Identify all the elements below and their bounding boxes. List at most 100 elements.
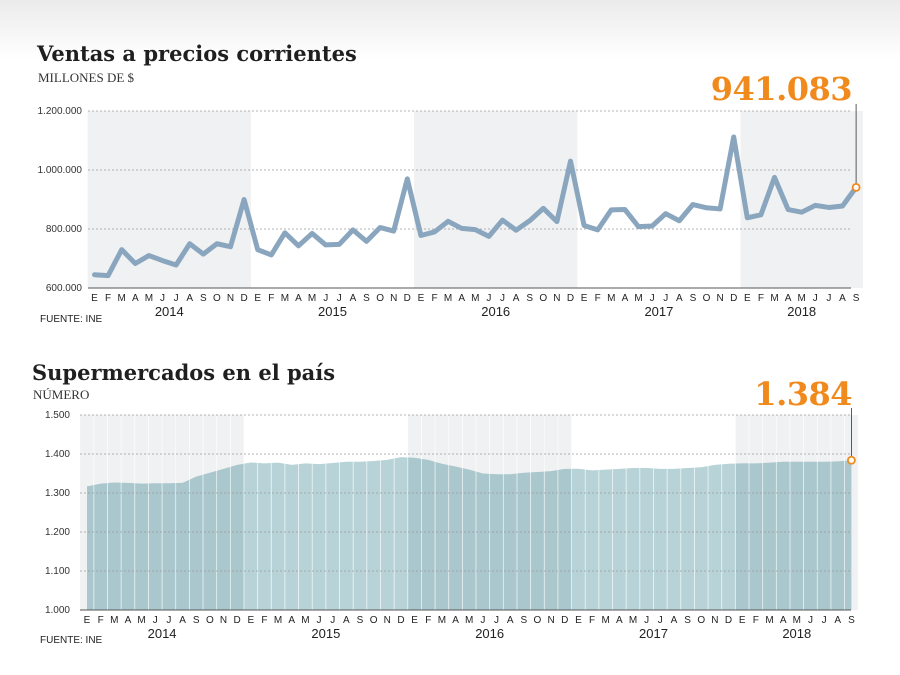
x-year-label: 2014 xyxy=(155,304,184,319)
x-month-label: A xyxy=(676,293,683,304)
area-segment xyxy=(571,463,750,610)
x-month-label: J xyxy=(826,293,831,304)
x-month-label: J xyxy=(822,615,827,626)
x-month-label: F xyxy=(758,293,764,304)
x-month-label: J xyxy=(323,293,328,304)
x-month-label: A xyxy=(125,615,132,626)
x-month-label: M xyxy=(765,615,773,626)
sales-series-line xyxy=(92,134,859,279)
x-month-label: J xyxy=(337,293,342,304)
x-month-label: N xyxy=(227,293,234,304)
x-month-label: A xyxy=(288,615,295,626)
x-month-label: F xyxy=(261,615,267,626)
x-month-label: A xyxy=(834,615,841,626)
highlight-point xyxy=(851,182,861,192)
x-month-label: O xyxy=(206,615,214,626)
x-month-label: S xyxy=(690,293,697,304)
x-month-label: J xyxy=(494,615,499,626)
x-month-label: N xyxy=(553,293,560,304)
x-month-label: S xyxy=(200,293,207,304)
x-month-label: J xyxy=(658,615,663,626)
y-tick-label: 1.100 xyxy=(45,566,70,577)
x-month-label: M xyxy=(465,615,473,626)
x-month-label: E xyxy=(254,293,261,304)
x-month-label: D xyxy=(730,293,737,304)
x-month-label: N xyxy=(220,615,227,626)
x-month-label: A xyxy=(452,615,459,626)
x-month-label: F xyxy=(425,615,431,626)
x-month-label: F xyxy=(105,293,111,304)
x-month-label: M xyxy=(471,293,479,304)
x-month-label: F xyxy=(595,293,601,304)
chart1-highlight-value: 941.083 xyxy=(710,70,853,108)
x-month-label: M xyxy=(118,293,126,304)
x-month-label: J xyxy=(650,293,655,304)
chart1-title: Ventas a precios corrientes xyxy=(37,41,357,66)
x-month-label: F xyxy=(431,293,437,304)
x-month-label: E xyxy=(581,293,588,304)
x-month-label: N xyxy=(390,293,397,304)
x-year-label: 2017 xyxy=(639,626,668,641)
x-month-label: F xyxy=(589,615,595,626)
x-month-label: A xyxy=(785,293,792,304)
x-month-label: N xyxy=(384,615,391,626)
x-month-label: O xyxy=(370,615,378,626)
x-month-label: E xyxy=(91,293,98,304)
x-month-label: M xyxy=(308,293,316,304)
x-month-label: D xyxy=(397,615,404,626)
y-tick-label: 1.200 xyxy=(45,527,70,538)
x-month-label: A xyxy=(179,615,186,626)
x-month-label: M xyxy=(798,293,806,304)
y-tick-label: 600.000 xyxy=(46,283,83,294)
x-month-label: J xyxy=(330,615,335,626)
x-month-label: A xyxy=(458,293,465,304)
x-month-label: A xyxy=(616,615,623,626)
x-year-label: 2015 xyxy=(311,626,340,641)
area-segment xyxy=(407,457,586,610)
x-month-label: S xyxy=(193,615,200,626)
x-month-label: D xyxy=(561,615,568,626)
x-month-label: A xyxy=(513,293,520,304)
y-tick-label: 1.400 xyxy=(45,449,70,460)
x-month-label: O xyxy=(539,293,547,304)
x-month-label: O xyxy=(213,293,221,304)
y-tick-label: 1.500 xyxy=(45,410,70,421)
x-month-label: S xyxy=(357,615,364,626)
x-month-label: D xyxy=(404,293,411,304)
x-month-label: S xyxy=(684,615,691,626)
x-month-label: A xyxy=(671,615,678,626)
y-tick-label: 800.000 xyxy=(46,224,83,235)
x-month-label: F xyxy=(753,615,759,626)
chart1-unit-label: MILLONES DE $ xyxy=(38,70,135,85)
x-year-label: 2018 xyxy=(782,626,811,641)
area-segment xyxy=(735,460,852,610)
x-month-label: J xyxy=(153,615,158,626)
y-tick-label: 1.000 xyxy=(45,605,70,616)
x-month-label: A xyxy=(839,293,846,304)
x-year-label: 2017 xyxy=(644,304,673,319)
x-month-label: N xyxy=(711,615,718,626)
x-month-label: J xyxy=(160,293,165,304)
chart1-source: FUENTE: INE xyxy=(40,314,103,325)
year-band xyxy=(414,111,578,288)
x-month-label: M xyxy=(281,293,289,304)
x-month-label: F xyxy=(268,293,274,304)
x-month-label: E xyxy=(744,293,751,304)
x-year-label: 2016 xyxy=(475,626,504,641)
x-month-label: D xyxy=(234,615,241,626)
x-month-label: A xyxy=(132,293,139,304)
x-month-label: E xyxy=(411,615,418,626)
x-month-label: J xyxy=(480,615,485,626)
x-month-label: E xyxy=(575,615,582,626)
x-month-label: E xyxy=(84,615,91,626)
x-month-label: J xyxy=(813,293,818,304)
x-month-label: J xyxy=(174,293,179,304)
x-month-label: A xyxy=(186,293,193,304)
x-month-label: J xyxy=(808,615,813,626)
x-year-label: 2015 xyxy=(318,304,347,319)
x-month-label: M xyxy=(629,615,637,626)
x-month-label: E xyxy=(418,293,425,304)
x-month-label: A xyxy=(350,293,357,304)
